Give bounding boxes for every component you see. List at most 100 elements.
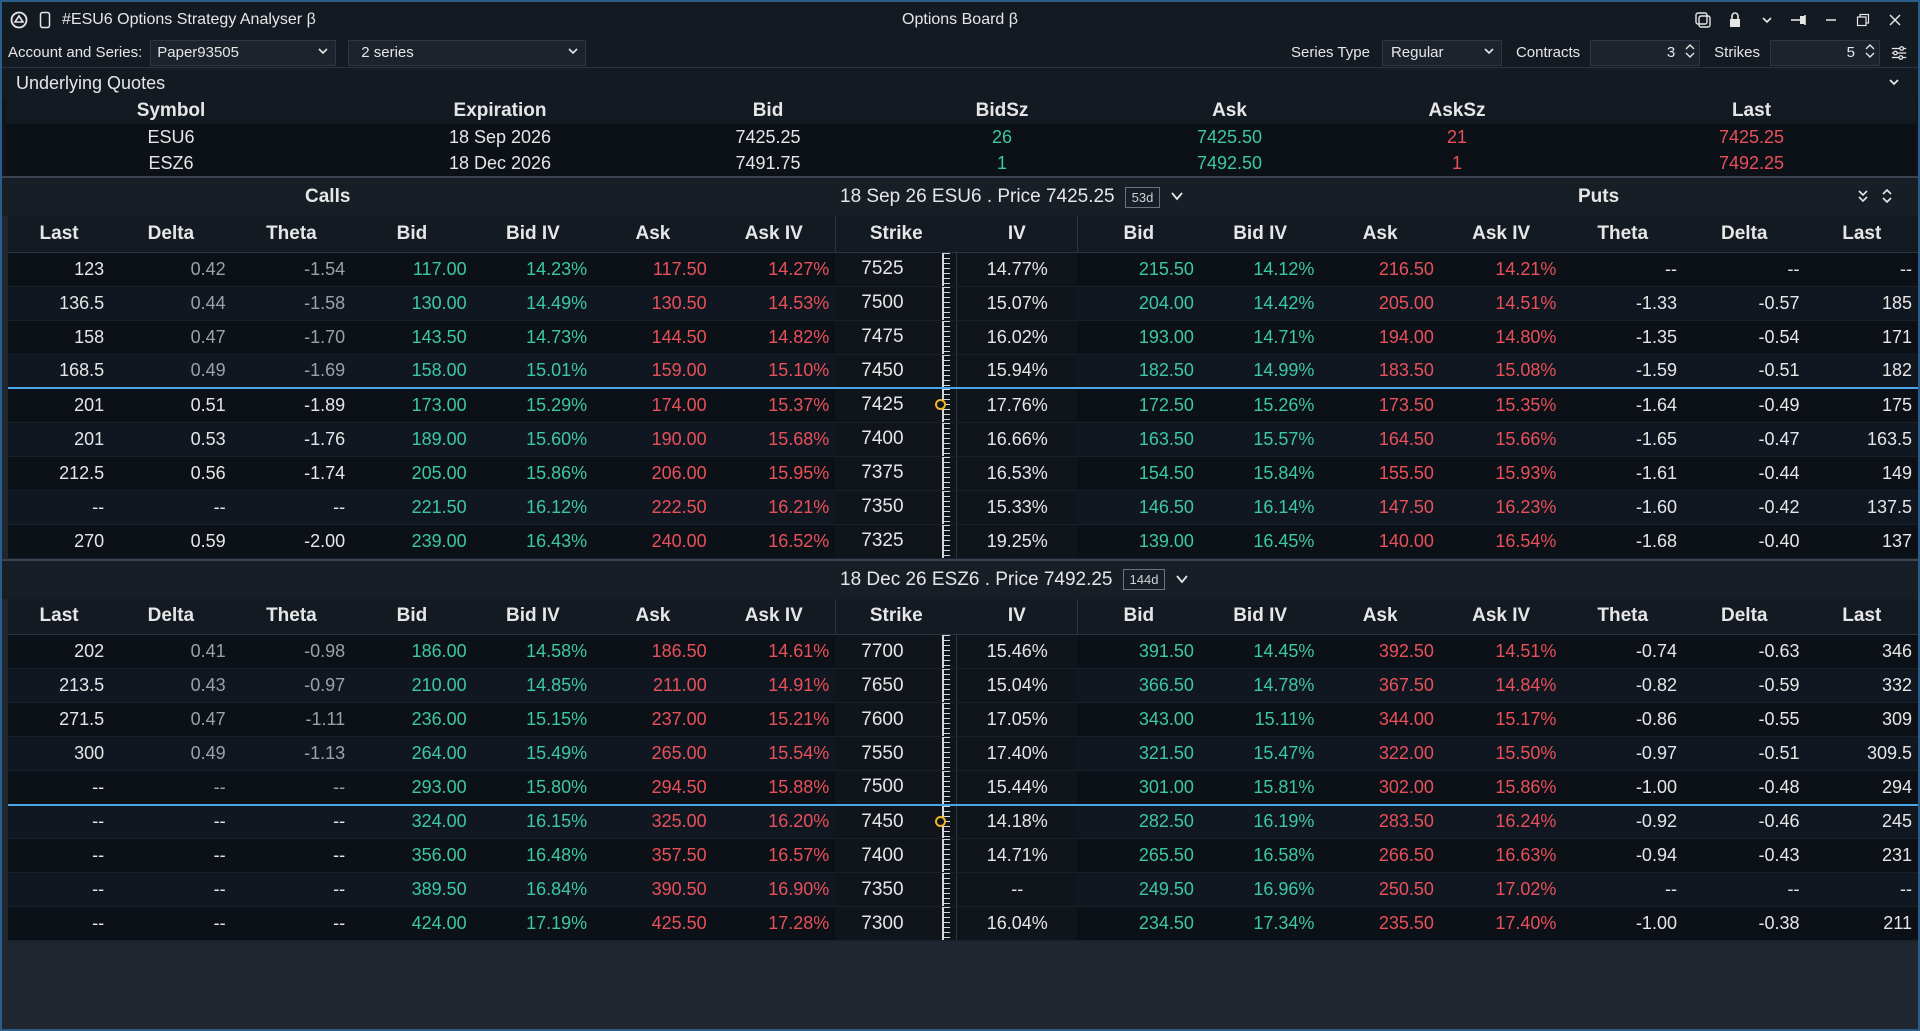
option-cell[interactable]: 213.5 — [8, 668, 111, 703]
option-cell[interactable]: 309.5 — [1805, 736, 1918, 771]
option-cell[interactable]: 15.47% — [1199, 736, 1321, 771]
column-header-put-last[interactable]: Last — [1805, 598, 1918, 635]
column-header-call-bid[interactable]: Bid — [351, 598, 473, 635]
option-cell[interactable]: 15.17% — [1439, 702, 1563, 737]
option-cell[interactable]: 205.00 — [1320, 286, 1440, 321]
option-cell[interactable]: 271.5 — [8, 702, 111, 737]
option-cell[interactable]: 293.00 — [351, 770, 473, 805]
option-cell[interactable]: 147.50 — [1320, 490, 1440, 525]
column-header-put-bid-iv[interactable]: Bid IV — [1199, 216, 1321, 253]
option-cell[interactable]: 201 — [8, 422, 111, 457]
option-cell[interactable]: 221.50 — [351, 490, 473, 525]
option-cell[interactable]: 391.50 — [1077, 634, 1200, 669]
option-row[interactable]: -- -- -- 424.00 17.19% 425.50 17.28% 7300 16.04%… — [8, 906, 1918, 941]
option-cell[interactable]: -0.55 — [1682, 702, 1806, 737]
option-cell[interactable]: 309 — [1805, 702, 1918, 737]
column-header-expiration[interactable]: Expiration — [336, 98, 664, 124]
option-cell[interactable]: 190.00 — [593, 422, 713, 457]
column-header-call-bid-iv[interactable]: Bid IV — [472, 598, 594, 635]
option-cell[interactable]: 16.84% — [472, 872, 594, 907]
option-cell[interactable]: -1.00 — [1562, 906, 1683, 941]
column-header-call-theta[interactable]: Theta — [231, 598, 352, 635]
option-cell[interactable]: 14.84% — [1439, 668, 1563, 703]
option-cell[interactable]: -0.38 — [1682, 906, 1806, 941]
option-cell[interactable]: 301.00 — [1077, 770, 1200, 805]
column-header-put-ask[interactable]: Ask — [1320, 216, 1440, 253]
option-cell[interactable]: 211.00 — [593, 668, 713, 703]
option-cell[interactable]: 140.00 — [1320, 524, 1440, 559]
option-cell[interactable]: 15.15% — [472, 702, 594, 737]
option-cell[interactable]: 117.00 — [351, 252, 473, 287]
option-row[interactable]: 168.5 0.49 -1.69 158.00 15.01% 159.00 15.10% 74… — [8, 354, 1918, 389]
close-icon[interactable] — [1886, 11, 1904, 29]
option-cell[interactable]: -1.33 — [1562, 286, 1683, 321]
option-cell[interactable]: 173.00 — [351, 387, 473, 423]
option-cell[interactable]: -0.43 — [1682, 838, 1806, 873]
option-cell[interactable]: -- — [1805, 872, 1918, 907]
option-cell[interactable]: 0.41 — [110, 634, 232, 669]
option-cell[interactable]: 239.00 — [351, 524, 473, 559]
option-cell[interactable]: 425.50 — [593, 906, 713, 941]
option-cell[interactable]: 189.00 — [351, 422, 473, 457]
option-cell[interactable]: 210.00 — [351, 668, 473, 703]
column-header-ask[interactable]: Ask — [1132, 98, 1327, 124]
option-row[interactable]: 300 0.49 -1.13 264.00 15.49% 265.00 15.54% 7550… — [8, 736, 1918, 771]
option-cell[interactable]: -0.97 — [231, 668, 352, 703]
option-cell[interactable]: 16.20% — [712, 803, 836, 839]
option-cell[interactable]: 14.61% — [712, 634, 836, 669]
option-cell[interactable]: 16.48% — [472, 838, 594, 873]
option-cell[interactable]: 332 — [1805, 668, 1918, 703]
option-cell[interactable]: -- — [231, 872, 352, 907]
option-cell[interactable]: 0.51 — [110, 387, 232, 423]
option-cell[interactable]: 300 — [8, 736, 111, 771]
option-cell[interactable]: -- — [1805, 252, 1918, 287]
option-cell[interactable]: 16.23% — [1439, 490, 1563, 525]
option-cell[interactable]: -0.57 — [1682, 286, 1806, 321]
option-cell[interactable]: 14.85% — [472, 668, 594, 703]
option-cell[interactable]: 0.44 — [110, 286, 232, 321]
settings-sliders-icon[interactable] — [1890, 44, 1908, 62]
option-cell[interactable]: 16.43% — [472, 524, 594, 559]
option-cell[interactable]: 149 — [1805, 456, 1918, 491]
option-cell[interactable]: 15.21% — [712, 702, 836, 737]
option-cell[interactable]: 182.50 — [1077, 354, 1200, 389]
option-cell[interactable]: 183.50 — [1320, 354, 1440, 389]
option-cell[interactable]: 16.14% — [1199, 490, 1321, 525]
option-cell[interactable]: -- — [8, 872, 111, 907]
option-cell[interactable]: 264.00 — [351, 736, 473, 771]
option-cell[interactable]: 143.50 — [351, 320, 473, 355]
option-cell[interactable]: -0.54 — [1682, 320, 1806, 355]
option-cell[interactable]: 144.50 — [593, 320, 713, 355]
option-cell[interactable]: 186.00 — [351, 634, 473, 669]
chevron-down-icon[interactable] — [1758, 11, 1776, 29]
option-cell[interactable]: -1.65 — [1562, 422, 1683, 457]
option-cell[interactable]: -1.13 — [231, 736, 352, 771]
option-cell[interactable]: 174.00 — [593, 387, 713, 423]
column-header-asksz[interactable]: AskSz — [1327, 98, 1587, 124]
option-cell[interactable]: 15.86% — [1439, 770, 1563, 805]
option-cell[interactable]: -1.64 — [1562, 387, 1683, 423]
option-row[interactable]: -- -- -- 293.00 15.80% 294.50 15.88% 7500 15.44%… — [8, 770, 1918, 805]
option-cell[interactable]: 392.50 — [1320, 634, 1440, 669]
column-header-iv[interactable]: IV — [956, 598, 1078, 635]
option-cell[interactable]: 366.50 — [1077, 668, 1200, 703]
option-cell[interactable]: -- — [231, 803, 352, 839]
option-cell[interactable]: 15.86% — [472, 456, 594, 491]
table-row[interactable]: ESU6 18 Sep 2026 7425.25 26 7425.50 21 7425.25 — [6, 124, 1916, 150]
option-cell[interactable]: 14.73% — [472, 320, 594, 355]
option-cell[interactable]: -- — [231, 906, 352, 941]
option-cell[interactable]: 137 — [1805, 524, 1918, 559]
option-cell[interactable]: -0.42 — [1682, 490, 1806, 525]
option-cell[interactable]: 0.53 — [110, 422, 232, 457]
option-cell[interactable]: 250.50 — [1320, 872, 1440, 907]
table-row[interactable]: ESZ6 18 Dec 2026 7491.75 1 7492.50 1 7492.25 — [6, 150, 1916, 176]
option-cell[interactable]: 294 — [1805, 770, 1918, 805]
option-cell[interactable]: -- — [8, 838, 111, 873]
option-cell[interactable]: 0.47 — [110, 320, 232, 355]
column-header-call-last[interactable]: Last — [8, 598, 111, 635]
column-header-call-bid[interactable]: Bid — [351, 216, 473, 253]
option-cell[interactable]: 185 — [1805, 286, 1918, 321]
account-select[interactable]: Paper93505 — [150, 39, 337, 66]
option-cell[interactable]: -1.00 — [1562, 770, 1683, 805]
option-cell[interactable]: -0.63 — [1682, 634, 1806, 669]
